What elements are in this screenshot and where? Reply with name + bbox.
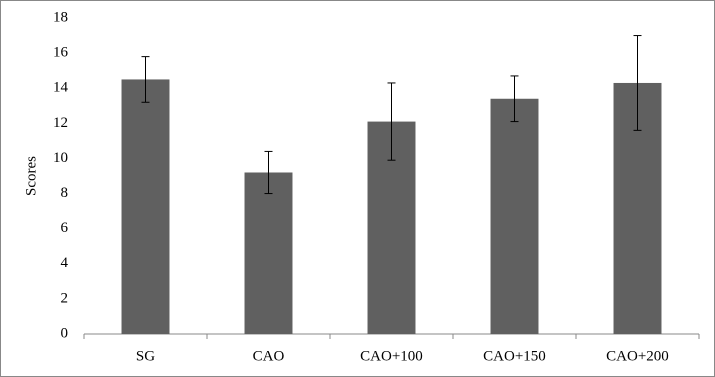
y-tick-label: 6 bbox=[61, 220, 69, 236]
y-tick-label: 4 bbox=[61, 255, 69, 271]
x-tick-label: SG bbox=[136, 348, 155, 364]
x-tick-label: CAO+150 bbox=[483, 348, 546, 364]
y-tick-label: 0 bbox=[61, 325, 69, 341]
y-tick-label: 12 bbox=[53, 115, 68, 131]
bar bbox=[490, 98, 539, 334]
y-tick-label: 16 bbox=[53, 45, 69, 61]
error-bar bbox=[387, 82, 396, 161]
bar bbox=[244, 172, 293, 334]
error-bar bbox=[264, 150, 273, 195]
y-tick-label: 18 bbox=[53, 9, 68, 25]
error-bar bbox=[633, 35, 642, 131]
error-bar bbox=[510, 75, 519, 123]
bar bbox=[121, 79, 170, 334]
y-tick-label: 10 bbox=[53, 150, 68, 166]
x-tick-label: CAO+100 bbox=[360, 348, 423, 364]
y-tick-label: 14 bbox=[53, 80, 69, 96]
y-tick-label: 2 bbox=[61, 290, 69, 306]
error-bar bbox=[141, 56, 150, 103]
x-tick-label: CAO+200 bbox=[606, 348, 669, 364]
y-axis-label: Scores bbox=[23, 156, 39, 196]
y-tick-label: 8 bbox=[61, 185, 69, 201]
x-tick-label: CAO bbox=[253, 348, 285, 364]
